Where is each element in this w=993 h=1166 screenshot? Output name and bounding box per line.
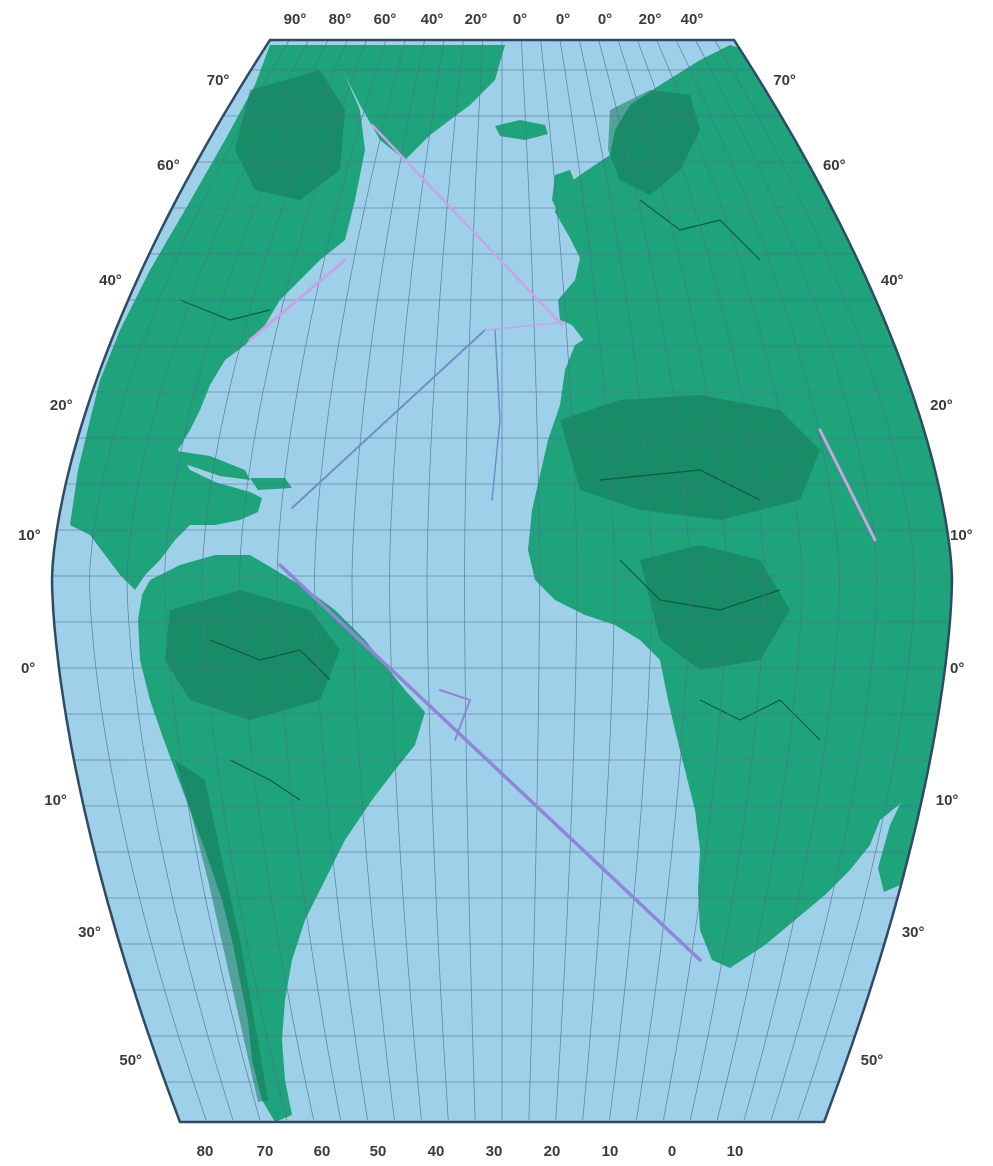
bottom-edge-label: 80 — [197, 1143, 214, 1160]
right-edge-label: 10° — [950, 527, 973, 544]
right-edge-label: 60° — [823, 157, 846, 174]
border-line — [179, 299, 271, 321]
greenland — [345, 45, 505, 160]
top-edge-label: 0° — [598, 11, 612, 28]
meridian-line — [276, 40, 387, 1121]
left-edge-label: 60° — [157, 157, 180, 174]
border-line — [599, 469, 761, 501]
top-edge-label: 0° — [513, 11, 527, 28]
right-edge-label: 30° — [902, 924, 925, 941]
route-mediterranean — [484, 321, 566, 331]
cuba — [170, 450, 250, 480]
bottom-edge-label: 40 — [428, 1143, 445, 1160]
left-edge-label: 10° — [18, 527, 41, 544]
bottom-edge-label: 0 — [668, 1143, 676, 1160]
top-edge-label: 60° — [374, 11, 397, 28]
right-edge-label: 0° — [950, 660, 964, 677]
graticule — [52, 40, 952, 1121]
bottom-edge-label: 30 — [486, 1143, 503, 1160]
meridian-line — [675, 40, 840, 1121]
right-edge-label: 10° — [936, 792, 959, 809]
bottom-edge-label: 10 — [602, 1143, 619, 1160]
sahara-shade — [560, 395, 820, 520]
top-edge-label: 20° — [639, 11, 662, 28]
meridian-line — [617, 40, 728, 1121]
left-edge-label: 30° — [78, 924, 101, 941]
routes — [248, 123, 877, 962]
border-line — [229, 759, 301, 801]
meridian-line — [164, 40, 329, 1121]
meridian-line — [314, 40, 406, 1121]
border-line — [699, 699, 821, 741]
top-edge-label: 90° — [284, 11, 307, 28]
meridian-line — [540, 40, 578, 1121]
madagascar — [878, 788, 922, 892]
route-northeast-coast — [248, 258, 347, 342]
bottom-edge-label: 70 — [257, 1143, 274, 1160]
route-caribbean-africa — [278, 563, 702, 962]
country-borders — [179, 199, 821, 801]
bottom-edge-label: 50 — [370, 1143, 387, 1160]
meridian-line — [636, 40, 765, 1121]
route-branch — [439, 689, 472, 741]
top-edge-label: 40° — [421, 11, 444, 28]
meridian-line — [714, 40, 915, 1121]
top-edge-label: 0° — [556, 11, 570, 28]
meridian-line — [239, 40, 368, 1121]
right-edge-label: 40° — [881, 272, 904, 289]
andes-shade — [175, 760, 268, 1102]
great-britain — [552, 170, 578, 216]
right-edge-label: 50° — [861, 1052, 884, 1069]
canada-shade — [235, 70, 345, 200]
meridian-line — [656, 40, 803, 1121]
bottom-edge-label: 60 — [314, 1143, 331, 1160]
route-caribbean-midatlantic — [291, 329, 486, 509]
route-red-sea — [818, 428, 877, 542]
meridian-line — [389, 40, 445, 1121]
left-edge-label: 70° — [207, 72, 230, 89]
left-edge-label: 20° — [50, 397, 73, 414]
top-edge-label: 40° — [681, 11, 704, 28]
edge-labels: 90° 80° 60° 40° 20° 0° 0° 0° 20° 40° 70° 60° 40° 20° 1… — [18, 11, 973, 1160]
left-edge-label: 10° — [44, 792, 67, 809]
left-edge-label: 0° — [21, 660, 35, 677]
left-edge-label: 50° — [119, 1052, 142, 1069]
meridian-line — [578, 40, 653, 1121]
meridian-line — [598, 40, 690, 1121]
meridian-line — [464, 40, 484, 1121]
bottom-edge-label: 20 — [544, 1143, 561, 1160]
right-edge-label: 20° — [930, 397, 953, 414]
route-north-atlantic — [370, 123, 564, 327]
iceland — [495, 120, 548, 140]
border-line — [619, 559, 781, 611]
meridian-line — [520, 40, 540, 1121]
top-edge-label: 80° — [329, 11, 352, 28]
meridian-line — [126, 40, 310, 1121]
meridian-line — [559, 40, 615, 1121]
meridian-line — [89, 40, 290, 1121]
map-frame — [50, 38, 954, 1124]
meridian-line — [426, 40, 464, 1121]
meridian-line — [201, 40, 348, 1121]
meridian-line — [351, 40, 426, 1121]
meridian-line — [694, 40, 878, 1121]
top-edge-label: 20° — [465, 11, 488, 28]
left-edge-label: 40° — [99, 272, 122, 289]
bottom-edge-label: 10 — [727, 1143, 744, 1160]
border-line — [639, 199, 761, 261]
route-atlantic-islands — [491, 329, 501, 501]
right-edge-label: 70° — [773, 72, 796, 89]
